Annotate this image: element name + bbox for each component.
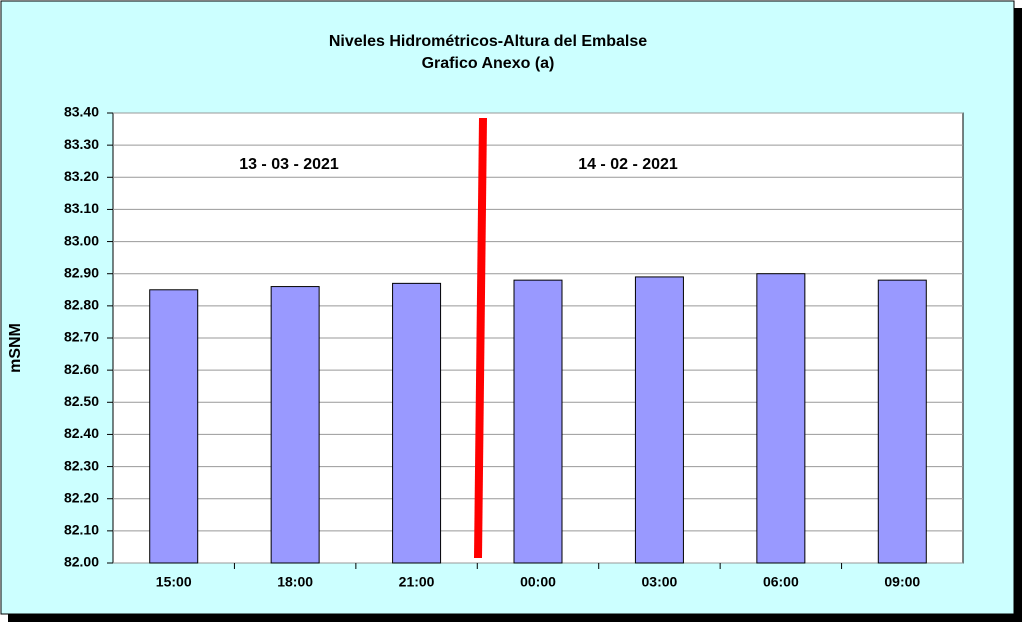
day-divider [474,117,487,559]
y-tick-label: 82.60 [64,361,99,377]
bar [149,289,199,564]
bar [270,286,320,564]
y-tick-label: 82.10 [64,522,99,538]
y-tick-label: 82.20 [64,489,99,505]
x-tick-label: 09:00 [884,574,920,590]
bar [756,273,806,564]
chart-title: Niveles Hidrométricos-Altura del Embalse [329,33,647,50]
y-tick-label: 82.90 [64,264,99,280]
bar [877,279,927,564]
annotation: 14 - 02 - 2021 [578,156,678,173]
x-tick-label: 03:00 [642,574,678,590]
x-tick-label: 00:00 [520,574,556,590]
bar [392,282,442,564]
y-axis-label: mSNM [7,323,24,373]
y-tick-label: 82.80 [64,297,99,313]
annotation: 13 - 03 - 2021 [239,156,339,173]
x-tick-label: 06:00 [763,574,799,590]
y-tick-label: 82.00 [64,554,99,570]
x-tick-label: 15:00 [156,574,192,590]
y-tick-label: 83.20 [64,168,99,184]
y-tick-label: 82.40 [64,425,99,441]
bar [634,276,684,564]
x-tick-label: 21:00 [399,574,435,590]
y-tick-label: 82.30 [64,457,99,473]
y-tick-label: 83.30 [64,136,99,152]
y-tick-label: 83.10 [64,200,99,216]
chart-subtitle: Grafico Anexo (a) [422,55,555,72]
bar [513,279,563,564]
y-tick-label: 83.00 [64,232,99,248]
y-tick-label: 83.40 [64,104,99,120]
y-tick-label: 82.50 [64,393,99,409]
x-tick-label: 18:00 [277,574,313,590]
y-tick-label: 82.70 [64,329,99,345]
